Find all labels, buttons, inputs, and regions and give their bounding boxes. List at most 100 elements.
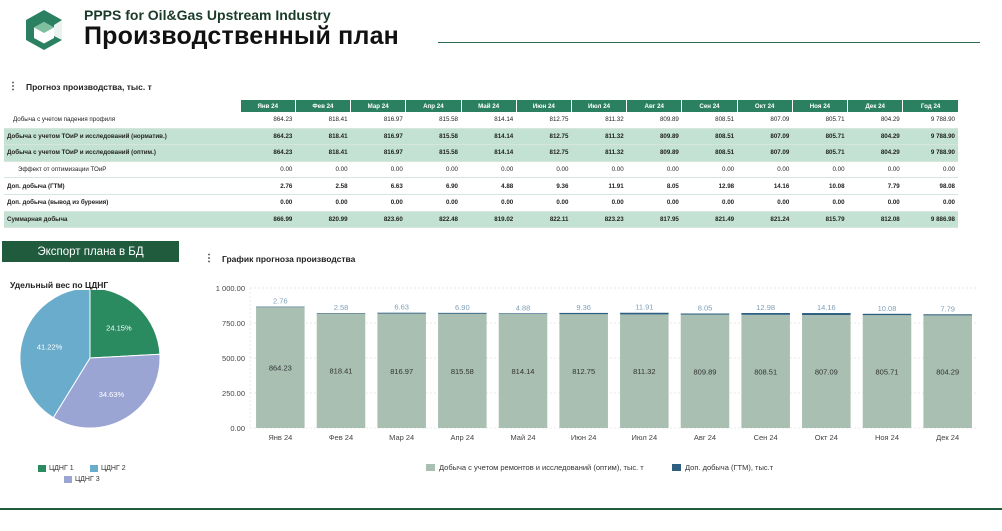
y-tick-label: 500.00 [222, 354, 245, 363]
table-cell: 805.71 [792, 128, 848, 146]
bar-gtm-production [680, 313, 730, 315]
bar-top-label: 7.79 [940, 304, 955, 313]
table-cell: 805.71 [792, 144, 848, 162]
more-options-icon[interactable]: ⋮ [8, 81, 18, 92]
bar-gtm-production [923, 314, 972, 316]
table-cell: 812.08 [847, 211, 903, 229]
table-cell: 6.90 [405, 177, 461, 195]
legend-label: ЦДНГ 2 [101, 465, 126, 472]
bar-gtm-production [377, 312, 426, 314]
bar-base-production [620, 314, 669, 428]
table-cell: 804.29 [847, 128, 903, 146]
x-tick-label: Июн 24 [571, 433, 597, 442]
column-header: Янв 24 [239, 100, 296, 112]
table-cell: 807.09 [737, 144, 793, 162]
bar-value-label: 805.71 [876, 368, 899, 377]
column-header: Июл 24 [570, 100, 627, 112]
table-cell: 6.63 [350, 177, 406, 195]
table-row: Добыча с учетом ТОиР и исследований (нор… [4, 128, 958, 146]
bar-gtm-production [316, 313, 366, 314]
chart-legend-swatch [672, 464, 681, 471]
row-label: Суммарная добыча [4, 211, 241, 229]
bar-base-production [498, 314, 548, 428]
table-row: Доп. добыча (вывод из бурения) 0.00 0.00 0.… [4, 194, 958, 212]
bar-base-production [316, 313, 366, 428]
bar-base-production [680, 314, 730, 428]
table-cell: 814.14 [461, 144, 517, 162]
bar-gtm-production [802, 313, 851, 316]
column-header: Апр 24 [405, 100, 461, 112]
table-cell: 816.97 [350, 144, 406, 162]
table-cell: 11.91 [571, 177, 627, 195]
bar-value-label: 808.51 [754, 367, 777, 376]
x-tick-label: Авг 24 [694, 433, 716, 442]
bar-value-label: 864.23 [269, 364, 292, 373]
bar-gtm-production [498, 313, 548, 315]
table-cell: 9 788.90 [902, 112, 958, 129]
pie-slice [19, 290, 91, 419]
table-cell: 0.00 [240, 161, 296, 179]
table-cell: 10.08 [792, 177, 848, 195]
legend-swatch [90, 465, 98, 472]
table-cell: 811.32 [571, 112, 627, 129]
column-header: Май 24 [460, 100, 517, 112]
y-tick-label: 250.00 [222, 389, 245, 398]
table-cell: 0.00 [792, 194, 848, 212]
table-cell: 821.49 [681, 211, 738, 229]
bar-top-label: 2.76 [273, 297, 288, 306]
table-cell: 0.00 [626, 161, 682, 179]
bar-gtm-production [438, 312, 487, 314]
production-forecast-chart: 0.00 250.00 500.00 750.00 1 000.00 864.23 2.76… [216, 284, 978, 472]
bar-top-label: 6.63 [394, 303, 409, 312]
table-cell: 0.00 [792, 161, 848, 179]
row-label: Доп. добыча (ГТМ) [4, 177, 241, 195]
row-label: Добыча с учетом падения профиля [4, 112, 241, 129]
table-cell: 809.89 [626, 112, 682, 129]
pie-legend-item-2: ЦДНГ 2 [90, 465, 126, 472]
table-cell: 864.23 [240, 144, 296, 162]
bar-value-label: 809.89 [694, 367, 717, 376]
table-cell: 8.05 [626, 177, 682, 195]
production-forecast-table: Янв 24 Фев 24 Мар 24 Апр 24 Май 24 Июн 24 Июл … [4, 100, 958, 229]
export-plan-button[interactable]: Экспорт плана в БД [2, 241, 179, 262]
table-cell: 819.02 [461, 211, 517, 229]
column-header: Сен 24 [681, 100, 738, 112]
row-label: Добыча с учетом ТОиР и исследований (нор… [4, 128, 241, 146]
bar-value-label: 807.09 [815, 368, 838, 377]
table-cell: 0.00 [571, 194, 627, 212]
x-tick-label: Сен 24 [754, 433, 778, 442]
table-cell: 812.75 [516, 128, 572, 146]
table-cell: 866.99 [240, 211, 296, 229]
table-cell: 0.00 [350, 161, 406, 179]
table-cell: 9 788.90 [902, 128, 958, 146]
table-cell: 815.58 [405, 144, 461, 162]
legend-label: ЦДНГ 3 [75, 476, 100, 483]
y-tick-label: 0.00 [230, 424, 245, 433]
table-cell: 808.51 [681, 128, 738, 146]
bar-top-label: 9.36 [576, 303, 591, 312]
pie-chart: 24.15% 34.63% 41.22% [19, 290, 161, 429]
table-cell: 0.00 [405, 194, 461, 212]
bar-top-label: 10.08 [878, 304, 897, 313]
chart-section-title: График прогноза производства [222, 254, 356, 264]
pie-legend-item-3: ЦДНГ 3 [64, 476, 100, 483]
table-cell: 0.00 [847, 161, 903, 179]
column-header: Мар 24 [350, 100, 406, 112]
x-tick-label: Апр 24 [450, 433, 474, 442]
table-header-row: Янв 24 Фев 24 Мар 24 Апр 24 Май 24 Июн 24 Июл … [4, 100, 958, 112]
table-section-title: Прогноз производства, тыс. т [26, 82, 152, 92]
table-cell: 818.41 [295, 128, 351, 146]
more-options-icon[interactable]: ⋮ [204, 253, 214, 264]
column-header: Фев 24 [294, 100, 351, 112]
bar-top-label: 8.05 [698, 303, 713, 312]
row-label: Добыча с учетом ТОиР и исследований (опт… [4, 144, 241, 162]
table-cell: 816.97 [350, 112, 406, 129]
x-tick-label: Фев 24 [329, 433, 353, 442]
pie-slice-label: 34.63% [99, 390, 125, 399]
legend-swatch [64, 476, 72, 483]
bar-base-production [559, 314, 608, 428]
table-cell: 818.41 [295, 144, 351, 162]
table-cell: 2.58 [295, 177, 351, 195]
table-cell: 12.98 [681, 177, 738, 195]
chart-section-header: ⋮ График прогноза производства [204, 253, 356, 265]
